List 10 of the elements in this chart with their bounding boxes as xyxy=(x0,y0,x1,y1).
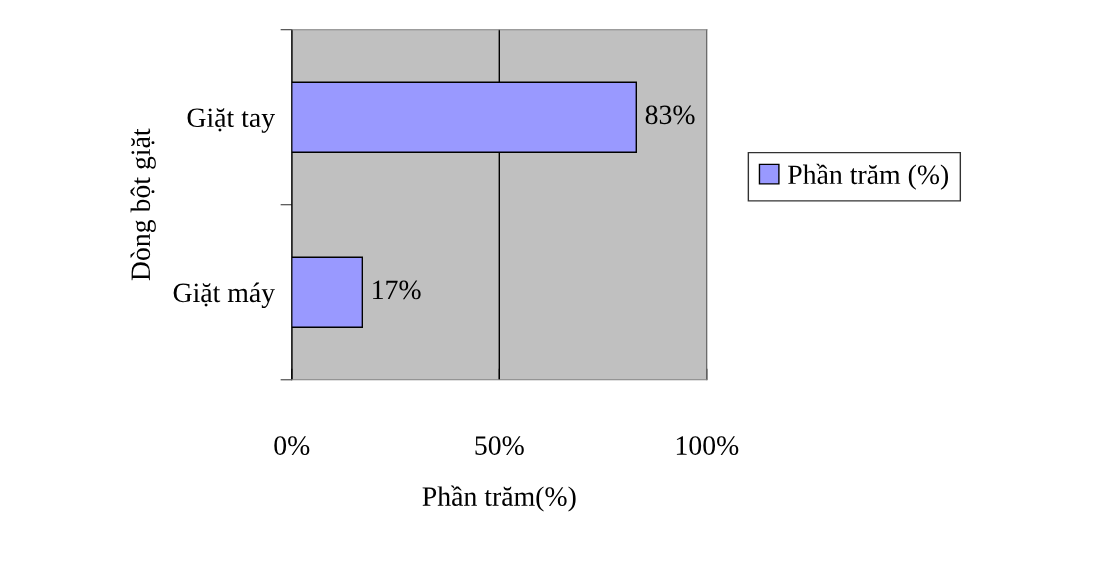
data-label: 83% xyxy=(645,105,695,125)
x-tick-label: 0% xyxy=(274,436,310,455)
y-tick-label: Giặt máy xyxy=(173,282,275,308)
y-axis-title: Dòng bột giặt xyxy=(130,128,156,281)
data-label: 17% xyxy=(373,280,421,300)
x-axis-title: Phần trăm(%) xyxy=(422,485,576,512)
legend-label: Phần trăm (%) xyxy=(788,163,949,190)
y-tick-label: Giặt tay xyxy=(187,108,275,133)
x-tick-label: 100% xyxy=(676,436,739,455)
x-tick-label: 50% xyxy=(475,436,524,455)
